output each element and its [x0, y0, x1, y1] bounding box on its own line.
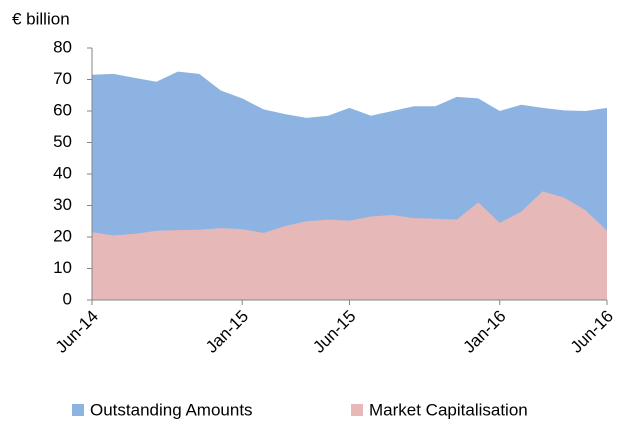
y-tick-label: 10 [53, 258, 72, 277]
area [92, 191, 607, 300]
y-tick-label: 20 [53, 226, 72, 245]
x-tick-label: Jun-15 [309, 307, 359, 357]
y-tick-label: 30 [53, 195, 72, 214]
y-tick-label: 40 [53, 163, 72, 182]
x-tick-label: Jun-14 [52, 307, 102, 357]
y-tick-label: 0 [63, 289, 72, 308]
y-axis-label: € billion [12, 9, 70, 28]
x-tick-label: Jun-16 [567, 307, 617, 357]
y-tick-label: 80 [53, 37, 72, 56]
x-tick-label: Jan-15 [202, 307, 252, 357]
y-tick-label: 60 [53, 100, 72, 119]
legend-swatch [72, 404, 84, 416]
x-tick-label: Jan-16 [460, 307, 510, 357]
legend-label: Outstanding Amounts [90, 400, 253, 419]
legend-label: Market Capitalisation [369, 400, 528, 419]
y-tick-label: 70 [53, 69, 72, 88]
legend-swatch [351, 404, 363, 416]
y-tick-label: 50 [53, 132, 72, 151]
